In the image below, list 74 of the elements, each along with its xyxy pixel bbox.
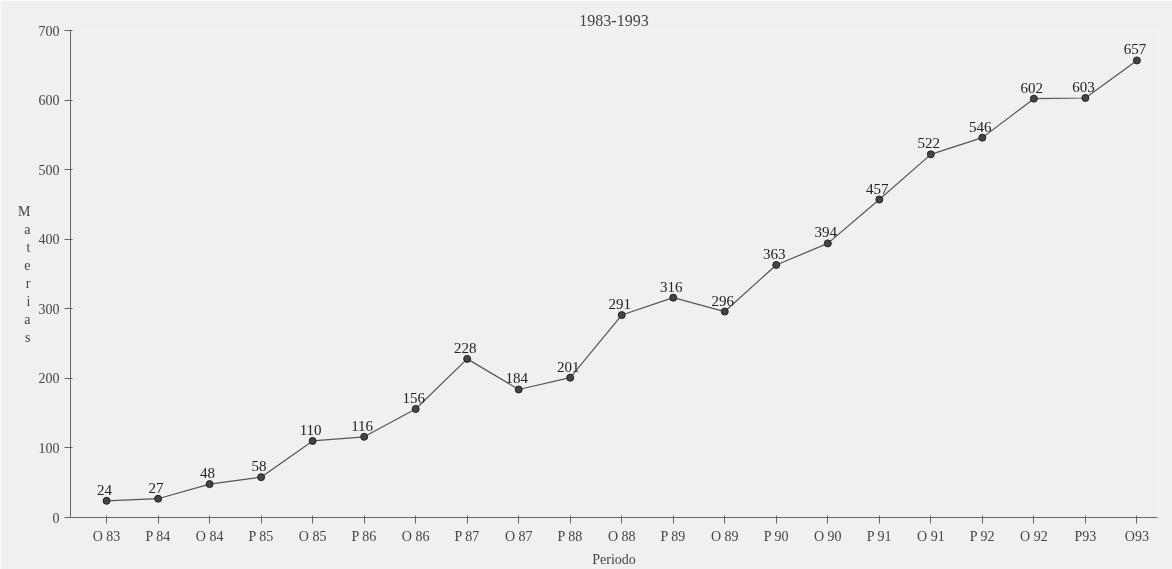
chart-title: 1983-1993: [579, 11, 649, 29]
x-tick-label: O 87: [504, 528, 533, 544]
x-tick-label: P 85: [248, 528, 274, 544]
data-label: 201: [556, 358, 580, 375]
data-label: 603: [1072, 78, 1095, 95]
x-tick-label: O 88: [607, 528, 636, 544]
x-tick-label: O 91: [917, 528, 945, 544]
point: [463, 354, 472, 363]
point: [926, 150, 935, 159]
point: [978, 133, 987, 142]
x-tick-label: O 89: [710, 528, 739, 544]
x-tick-label: O 86: [401, 528, 430, 544]
point: [154, 494, 163, 503]
point: [257, 473, 266, 482]
point: [308, 436, 317, 445]
data-label: 657: [1123, 41, 1147, 58]
data-label: 602: [1020, 79, 1044, 96]
y-tick-label: 300: [38, 301, 60, 317]
point: [669, 293, 678, 302]
x-tick-label: P 88: [557, 528, 583, 544]
x-tick-label: P 87: [454, 528, 480, 544]
x-tick-label: O93: [1124, 528, 1149, 544]
x-tick-label: O 92: [1020, 528, 1048, 544]
data-label: 546: [969, 118, 993, 135]
x-tick-label: P 84: [145, 528, 171, 544]
point: [772, 260, 781, 269]
data-label: 24: [97, 481, 113, 498]
point: [617, 311, 626, 320]
data-label: 522: [917, 135, 941, 152]
data-label: 156: [402, 389, 426, 406]
data-label: 184: [505, 370, 529, 387]
y-tick-label: 500: [38, 162, 60, 178]
x-tick-label: O 83: [92, 528, 121, 544]
data-label: 110: [299, 421, 322, 438]
y-tick-label: 400: [38, 232, 60, 248]
point: [205, 480, 214, 489]
data-label: 116: [351, 417, 374, 434]
data-label: 228: [453, 339, 477, 356]
y-tick-label: 700: [38, 23, 60, 39]
point: [360, 432, 369, 441]
y-tick-label: 0: [52, 510, 60, 526]
x-tick-label: P93: [1074, 528, 1097, 544]
data-label: 316: [659, 278, 683, 295]
x-tick-label: O 84: [195, 528, 224, 544]
x-tick-label: P 91: [866, 528, 892, 544]
data-label: 58: [251, 458, 267, 475]
data-label: 394: [814, 224, 838, 241]
x-tick-label: P 89: [660, 528, 686, 544]
x-tick-label: O 90: [813, 528, 842, 544]
point: [875, 195, 884, 204]
point: [566, 373, 575, 382]
point: [514, 385, 523, 394]
point: [411, 404, 420, 413]
data-label: 363: [763, 245, 786, 262]
y-axis-title: Materias: [18, 203, 32, 345]
y-tick-label: 100: [38, 440, 60, 456]
data-label: 291: [608, 296, 631, 313]
point: [720, 307, 729, 316]
point: [102, 496, 111, 505]
point: [823, 239, 832, 248]
y-tick-label: 200: [38, 371, 60, 387]
x-tick-label: P 86: [351, 528, 377, 544]
y-tick-label: 600: [38, 93, 60, 109]
x-axis-title: Periodo: [592, 551, 636, 567]
point: [1132, 56, 1141, 65]
data-label: 27: [148, 479, 165, 496]
x-tick-label: O 85: [298, 528, 327, 544]
data-label: 296: [711, 292, 735, 309]
x-tick-label: P 92: [969, 528, 995, 544]
x-tick-label: P 90: [763, 528, 789, 544]
point: [1029, 94, 1038, 103]
data-label: 48: [200, 465, 216, 482]
data-label: 457: [866, 180, 890, 197]
point: [1081, 93, 1090, 102]
